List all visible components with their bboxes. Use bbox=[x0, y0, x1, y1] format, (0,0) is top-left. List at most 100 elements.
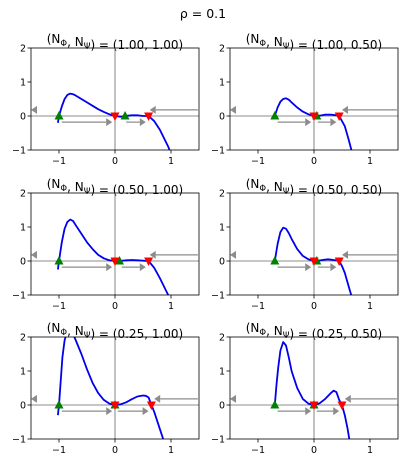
subplot-title: (NΦ, NΨ) = (0.25, 0.50) bbox=[246, 321, 382, 341]
subplot-panel: (NΦ, NΨ) = (0.50, 1.00) −1 0 1 −1 0 1 2 bbox=[12, 177, 200, 312]
x-tick-label: −1 bbox=[251, 301, 265, 312]
stable-point-marker bbox=[270, 256, 280, 265]
stable-point-marker bbox=[270, 111, 280, 120]
flow-arrow-head bbox=[333, 407, 340, 416]
unstable-point-marker bbox=[309, 401, 319, 410]
plot-area bbox=[31, 48, 199, 150]
flow-arrow-head bbox=[149, 250, 156, 259]
x-tick-label: −1 bbox=[251, 445, 265, 456]
subplot-title: (NΦ, NΨ) = (0.50, 0.50) bbox=[246, 177, 382, 197]
figure-suptitle: ρ = 0.1 bbox=[180, 6, 226, 21]
y-tick-label: 2 bbox=[219, 44, 225, 55]
y-tick-label: 1 bbox=[219, 78, 225, 89]
velocity-curve bbox=[272, 226, 353, 295]
stable-point-marker bbox=[54, 256, 64, 265]
flow-arrow-head bbox=[342, 105, 348, 114]
y-tick-label: 1 bbox=[20, 367, 26, 378]
unstable-point-marker bbox=[334, 257, 344, 266]
y-tick-label: −1 bbox=[211, 291, 225, 302]
y-tick-label: 2 bbox=[219, 333, 225, 344]
x-tick-label: 0 bbox=[311, 301, 317, 312]
y-tick-label: −1 bbox=[211, 146, 225, 157]
unstable-point-marker bbox=[110, 257, 120, 266]
unstable-point-marker bbox=[146, 401, 156, 410]
plot-area bbox=[31, 193, 199, 295]
x-tick-label: 0 bbox=[311, 445, 317, 456]
flow-arrow-head bbox=[31, 394, 37, 403]
unstable-point-marker bbox=[144, 112, 154, 121]
x-tick-label: 0 bbox=[112, 156, 118, 167]
x-tick-label: 1 bbox=[367, 301, 373, 312]
unstable-point-marker bbox=[110, 401, 120, 410]
unstable-point-marker bbox=[309, 112, 319, 121]
y-tick-label: 0 bbox=[20, 401, 26, 412]
y-tick-label: 0 bbox=[219, 112, 225, 123]
y-tick-label: 1 bbox=[219, 223, 225, 234]
subplot-panel: (NΦ, NΨ) = (0.50, 0.50) −1 0 1 −1 0 1 2 bbox=[211, 177, 399, 312]
x-tick-label: 0 bbox=[112, 445, 118, 456]
x-tick-label: 1 bbox=[367, 445, 373, 456]
flow-arrow-head bbox=[342, 250, 348, 259]
flow-arrow-head bbox=[344, 394, 351, 403]
subplot-panel: (NΦ, NΨ) = (0.25, 0.50) −1 0 1 −1 0 1 2 bbox=[211, 321, 399, 456]
x-tick-label: −1 bbox=[251, 156, 265, 167]
x-tick-label: 1 bbox=[168, 156, 174, 167]
y-tick-label: −1 bbox=[12, 291, 26, 302]
y-tick-label: 2 bbox=[20, 44, 26, 55]
flow-arrow-head bbox=[330, 118, 337, 127]
x-tick-label: −1 bbox=[52, 301, 66, 312]
x-tick-label: 1 bbox=[367, 156, 373, 167]
flow-arrow-head bbox=[305, 118, 312, 127]
x-tick-label: −1 bbox=[52, 445, 66, 456]
plot-area bbox=[230, 48, 398, 150]
velocity-curve bbox=[272, 341, 351, 439]
flow-arrow-head bbox=[154, 394, 161, 403]
stable-point-marker bbox=[54, 111, 64, 120]
flow-arrow-head bbox=[230, 394, 236, 403]
y-tick-label: −1 bbox=[12, 146, 26, 157]
flow-arrow-head bbox=[149, 105, 156, 114]
flow-arrow-head bbox=[106, 407, 113, 416]
y-tick-label: 1 bbox=[20, 78, 26, 89]
flow-arrow-head bbox=[230, 250, 236, 259]
subplot-panel: (NΦ, NΨ) = (1.00, 1.00) −1 0 1 −1 0 1 2 bbox=[12, 32, 200, 167]
flow-arrow-head bbox=[106, 263, 113, 272]
flow-arrow-head bbox=[106, 118, 113, 127]
x-tick-label: 0 bbox=[112, 301, 118, 312]
y-tick-label: 2 bbox=[219, 189, 225, 200]
stable-point-marker bbox=[120, 111, 130, 120]
subplot-title: (NΦ, NΨ) = (0.50, 1.00) bbox=[47, 177, 183, 197]
stable-point-marker bbox=[270, 400, 280, 409]
y-tick-label: −1 bbox=[211, 435, 225, 446]
subplot-panel: (NΦ, NΨ) = (0.25, 1.00) −1 0 1 −1 0 1 2 bbox=[12, 321, 200, 456]
unstable-point-marker bbox=[144, 257, 154, 266]
plot-area bbox=[31, 337, 199, 439]
x-tick-label: 1 bbox=[168, 301, 174, 312]
unstable-point-marker bbox=[309, 257, 319, 266]
y-tick-label: −1 bbox=[12, 435, 26, 446]
flow-arrow-head bbox=[139, 118, 146, 127]
plot-area bbox=[230, 193, 398, 295]
y-tick-label: 0 bbox=[219, 401, 225, 412]
subplot-title: (NΦ, NΨ) = (1.00, 0.50) bbox=[246, 32, 382, 52]
subplot-panel: (NΦ, NΨ) = (1.00, 0.50) −1 0 1 −1 0 1 2 bbox=[211, 32, 399, 167]
stable-point-marker bbox=[114, 256, 124, 265]
subplot-title: (NΦ, NΨ) = (1.00, 1.00) bbox=[47, 32, 183, 52]
y-tick-label: 0 bbox=[20, 112, 26, 123]
y-tick-label: 2 bbox=[20, 189, 26, 200]
velocity-curve bbox=[57, 337, 165, 439]
x-tick-label: 0 bbox=[311, 156, 317, 167]
flow-arrow-head bbox=[31, 105, 37, 114]
unstable-point-marker bbox=[110, 112, 120, 121]
flow-arrow-head bbox=[305, 407, 312, 416]
flow-arrow-head bbox=[305, 263, 312, 272]
x-tick-label: 1 bbox=[168, 445, 174, 456]
y-tick-label: 1 bbox=[219, 367, 225, 378]
y-tick-label: 0 bbox=[219, 257, 225, 268]
plot-area bbox=[230, 337, 398, 439]
y-tick-label: 2 bbox=[20, 333, 26, 344]
unstable-point-marker bbox=[334, 112, 344, 121]
flow-arrow-head bbox=[142, 407, 149, 416]
